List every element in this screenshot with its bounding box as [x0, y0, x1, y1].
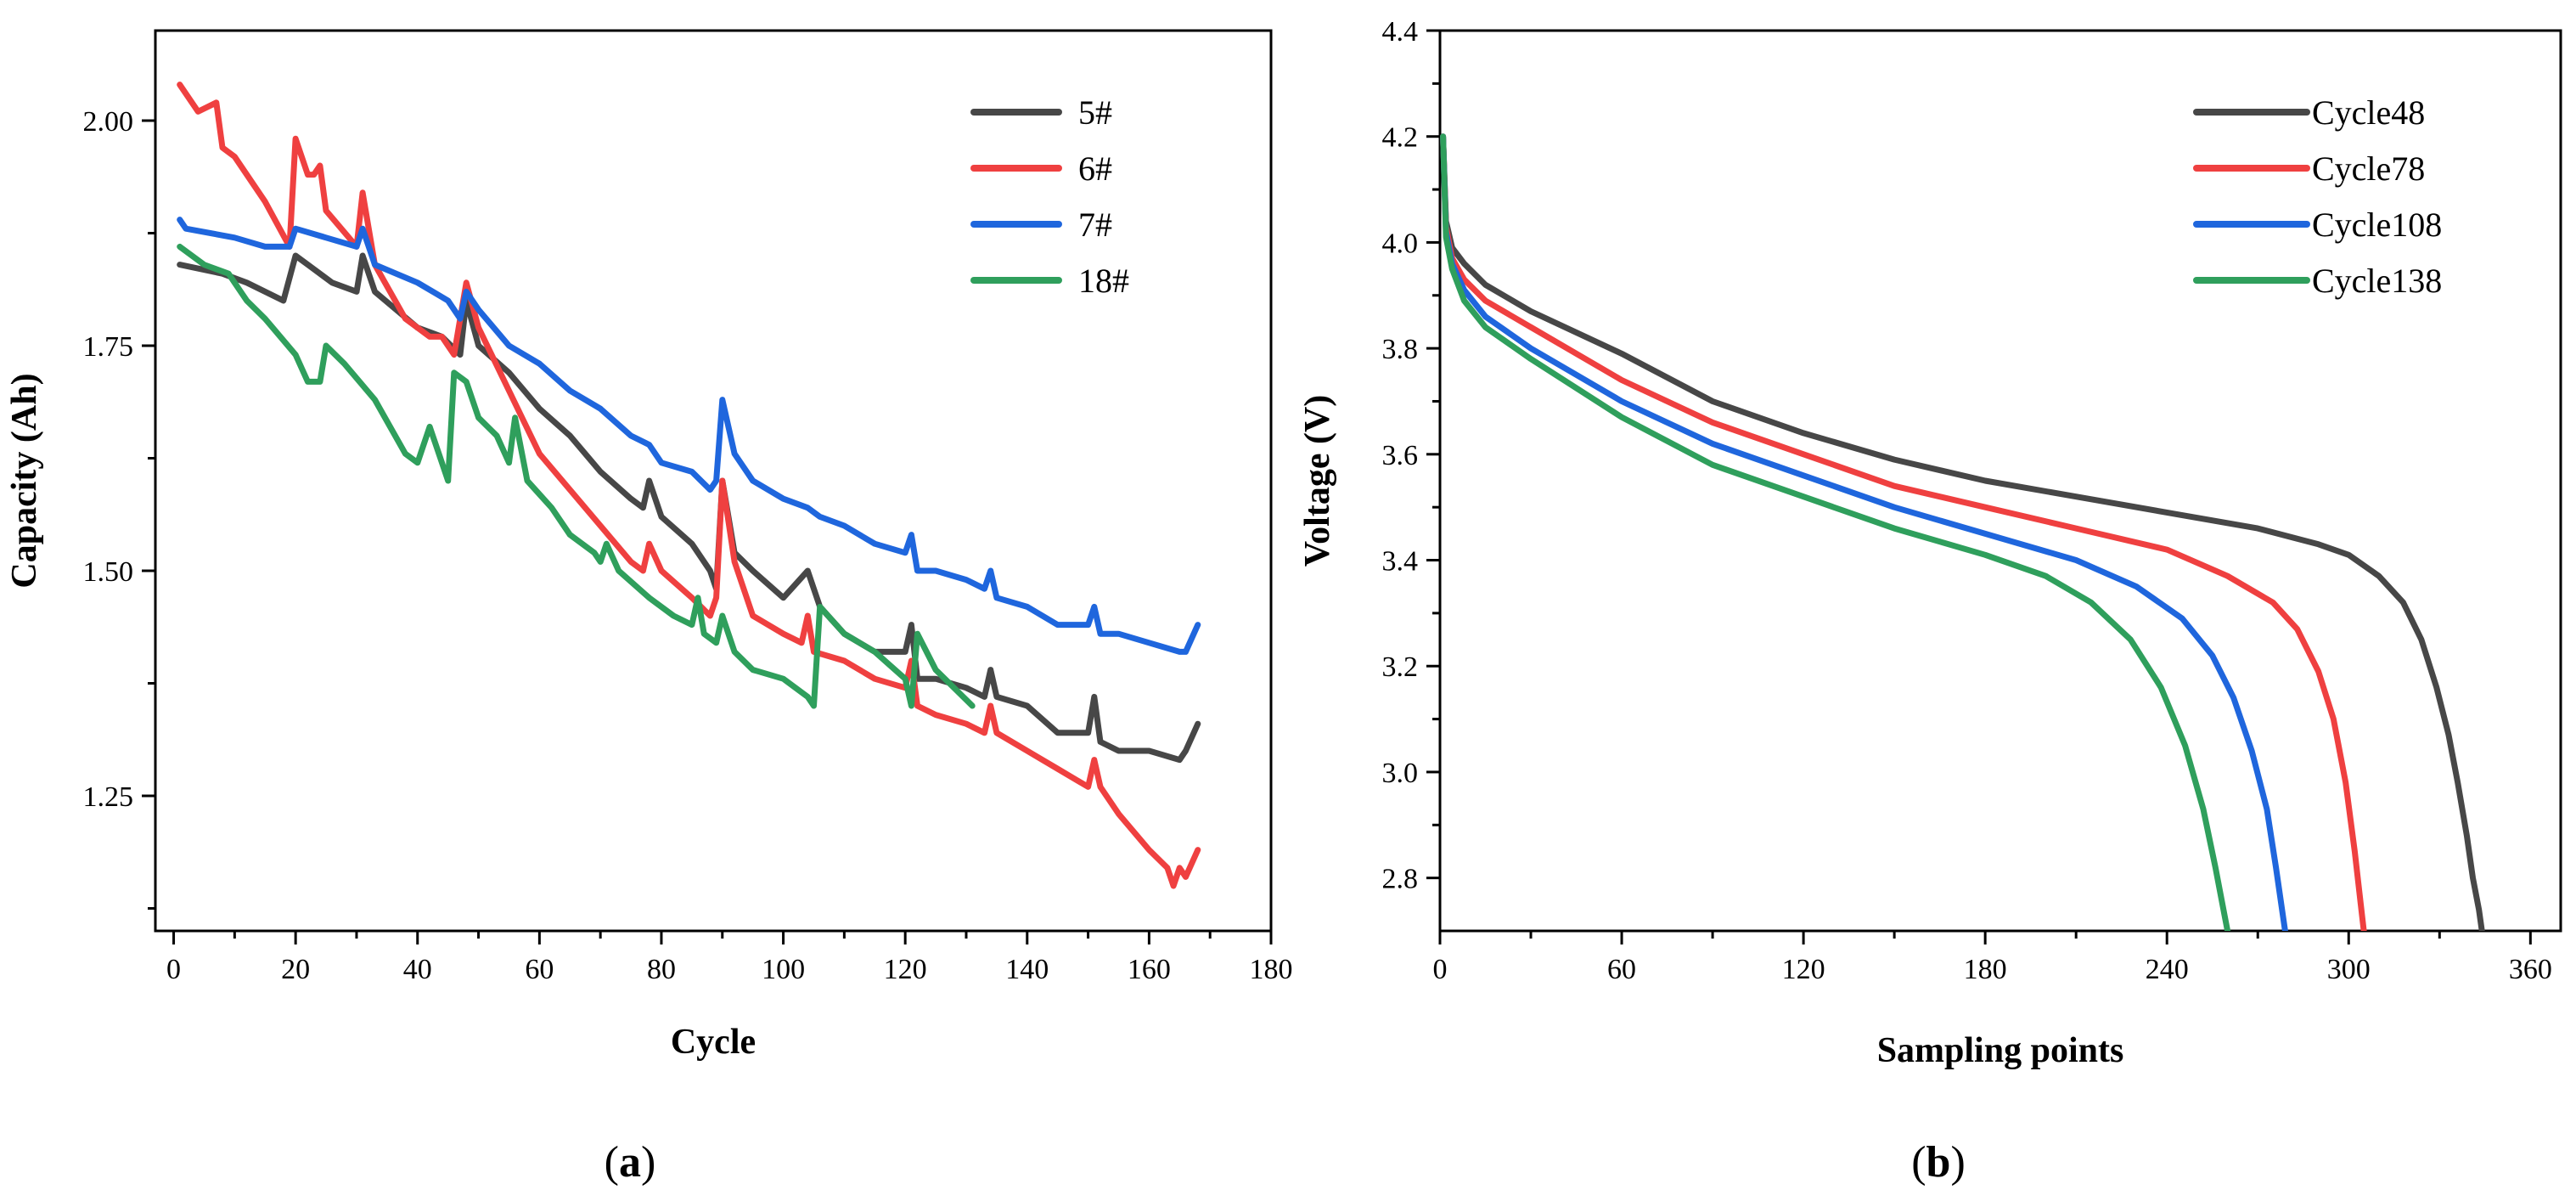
legend-label-a-3: 18# [1078, 262, 1129, 300]
caption-close-b: ) [1950, 1138, 1965, 1187]
y-tick-label-b-7: 4.2 [1382, 122, 1419, 154]
y-axis-title-b: Voltage (V) [1298, 395, 1337, 567]
y-tick-label-b-6: 4.0 [1382, 228, 1419, 259]
series-line-a-0 [177, 252, 1201, 764]
series-line-b-3 [1440, 133, 2231, 931]
x-tick-label-b-2: 120 [1782, 954, 1825, 985]
y-axis-title-a: Capacity (Ah) [5, 373, 44, 588]
x-tick-label-a-8: 160 [1128, 954, 1171, 985]
x-axis-title-a: Cycle [671, 1023, 756, 1062]
x-tick-label-a-2: 40 [403, 954, 432, 985]
legend-label-b-0: Cycle48 [2312, 93, 2425, 132]
x-tick-label-a-6: 120 [884, 954, 927, 985]
series-line-b-1 [1440, 133, 2367, 931]
x-tick-label-a-0: 0 [166, 954, 181, 985]
series-line-b-0 [1440, 133, 2485, 931]
x-tick-label-a-1: 20 [281, 954, 310, 985]
y-tick-label-a-2: 1.75 [83, 331, 134, 363]
chart-b: 0 60 120 180 240 300 360 2.8 3.0 3.2 3.4 3.6 3.8 4.0 4… [1298, 16, 2562, 1187]
x-tick-label-b-3: 180 [1964, 954, 2007, 985]
x-tick-label-b-4: 240 [2146, 954, 2189, 985]
caption-close-a: ) [641, 1138, 655, 1187]
caption-open-a: ( [605, 1138, 619, 1187]
legend-b: Cycle48 Cycle78 Cycle108 Cycle138 [2193, 93, 2442, 300]
x-tick-label-a-3: 60 [525, 954, 554, 985]
y-tick-label-b-2: 3.2 [1382, 651, 1419, 683]
y-tick-label-b-4: 3.6 [1382, 440, 1419, 471]
y-tick-label-a-3: 2.00 [83, 106, 134, 138]
caption-a: (a) [605, 1138, 656, 1187]
x-tick-label-a-9: 180 [1250, 954, 1293, 985]
caption-b: (b) [1911, 1138, 1966, 1187]
series-line-b-2 [1440, 133, 2288, 931]
legend-label-b-2: Cycle108 [2312, 206, 2442, 244]
chart-a: 0 20 40 60 80 100 120 140 160 180 1.25 1.50 1.75 2.00… [5, 29, 1293, 1187]
y-tick-label-b-8: 4.4 [1382, 16, 1419, 48]
caption-letter-b: b [1926, 1138, 1951, 1187]
series-group-b [1440, 133, 2485, 931]
x-tick-label-b-5: 300 [2327, 954, 2371, 985]
legend-label-b-3: Cycle138 [2312, 262, 2442, 300]
caption-open-b: ( [1911, 1138, 1926, 1187]
plot-frame-a [154, 29, 1273, 933]
series-line-a-1 [177, 82, 1201, 889]
series-line-a-3 [177, 243, 976, 709]
legend-label-b-1: Cycle78 [2312, 149, 2425, 188]
y-tick-label-b-1: 3.0 [1382, 758, 1419, 789]
legend-label-a-2: 7# [1078, 206, 1112, 244]
series-line-a-2 [177, 217, 1201, 655]
x-tick-label-b-0: 0 [1433, 954, 1448, 985]
series-group-a [177, 82, 1201, 889]
legend-label-a-0: 5# [1078, 93, 1112, 132]
y-tick-label-b-3: 3.4 [1382, 546, 1419, 578]
y-tick-label-b-5: 3.8 [1382, 334, 1419, 365]
x-tick-label-a-7: 140 [1005, 954, 1049, 985]
caption-letter-a: a [619, 1138, 641, 1187]
legend-a: 5# 6# 7# 18# [970, 93, 1129, 300]
y-tick-label-b-0: 2.8 [1382, 864, 1419, 895]
x-tick-label-b-6: 360 [2509, 954, 2552, 985]
plot-frame-b [1438, 29, 2562, 933]
x-tick-label-b-1: 60 [1607, 954, 1636, 985]
y-tick-label-a-1: 1.50 [83, 556, 134, 588]
legend-label-a-1: 6# [1078, 149, 1112, 188]
y-tick-label-a-0: 1.25 [83, 781, 134, 813]
x-axis-title-b: Sampling points [1877, 1031, 2124, 1070]
x-tick-label-a-5: 100 [762, 954, 805, 985]
x-tick-label-a-4: 80 [647, 954, 676, 985]
